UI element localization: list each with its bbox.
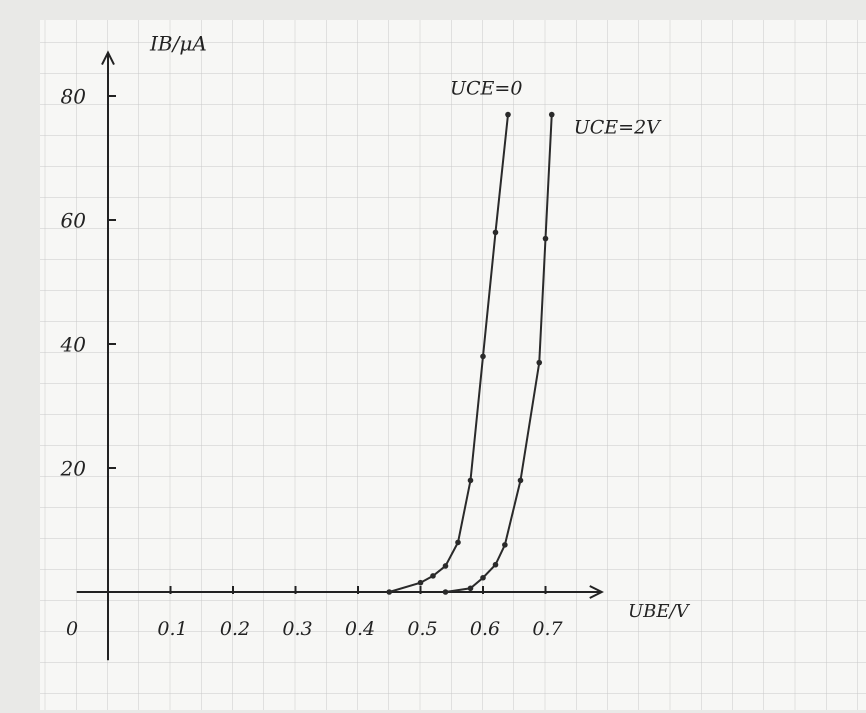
x-tick-label: 0.4 [345,618,375,640]
y-axis-label: IB/μA [149,32,207,56]
grid-paper [40,20,866,710]
y-tick-label: 80 [61,85,87,109]
data-point [468,585,474,591]
data-point [430,573,436,579]
data-point [502,542,508,548]
data-point [455,540,461,546]
data-point [549,112,555,118]
data-point [543,236,549,242]
data-point [386,589,392,595]
y-tick-label: 60 [61,209,87,233]
data-point [443,563,449,569]
data-point [468,478,474,484]
y-tick-label: 20 [60,457,87,481]
x-tick-label: 0.5 [407,618,437,640]
data-point [505,112,511,118]
x-tick-label: 0.2 [220,618,250,640]
x-tick-label: 0.7 [532,618,563,640]
data-point [493,230,499,236]
x-axis-label: UBE/V [628,601,691,622]
data-point [480,354,486,360]
data-point [418,580,424,586]
data-point [480,575,486,581]
x-tick-label: 0 [66,618,78,640]
x-tick-label: 0.3 [282,618,312,640]
data-point [518,478,524,484]
data-point [536,360,542,366]
chart: IB/μA UBE/V 0 0.1 0.2 0.3 0.4 0.5 0.6 0.7 20 40 60… [0,0,866,713]
series-label: UCE=0 [450,78,522,100]
x-tick-label: 0.1 [157,618,187,640]
y-tick-label: 40 [60,333,87,357]
data-point [493,562,499,568]
series-label: UCE=2V [574,117,662,139]
data-point [443,589,449,595]
x-tick-label: 0.6 [470,618,500,640]
